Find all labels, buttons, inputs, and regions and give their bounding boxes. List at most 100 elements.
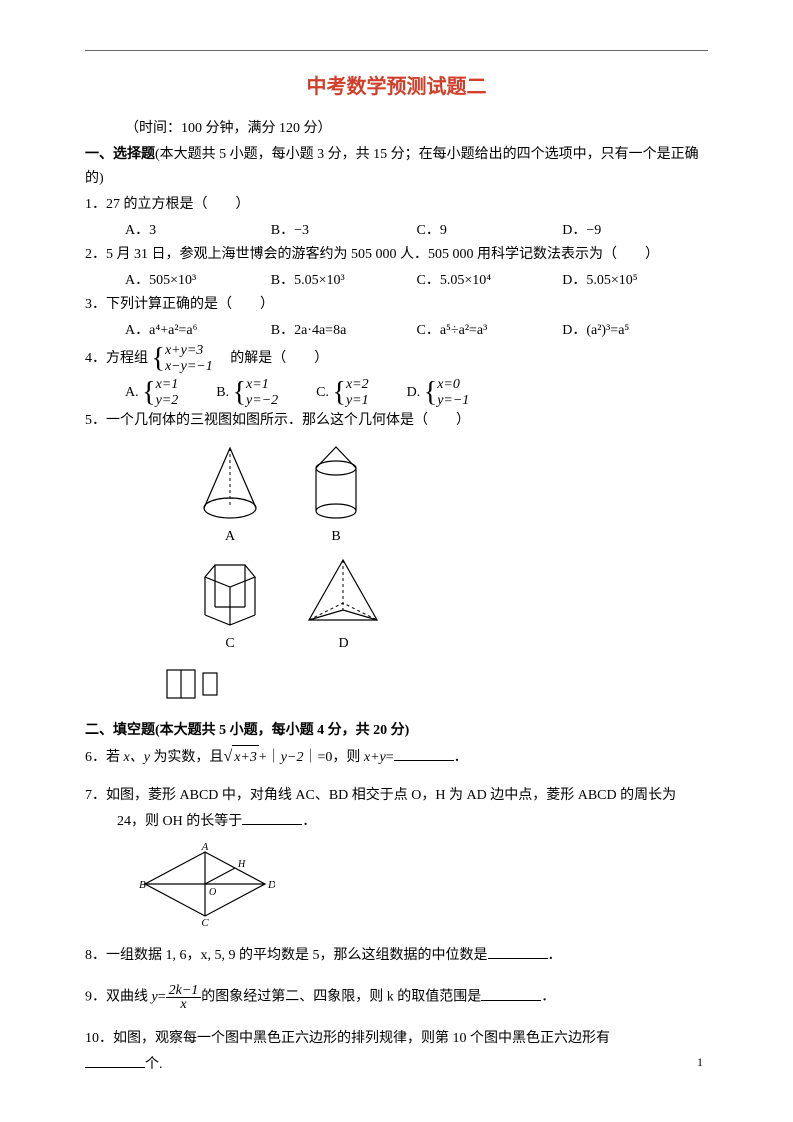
blank-fill <box>394 747 454 761</box>
q9-suffix: 的图象经过第二、四象限，则 k 的取值范围是 <box>201 990 481 1005</box>
q4-stem: 4．方程组 { x+y=3 x−y=−1 的解是（ ） <box>85 343 708 375</box>
sqrt-icon: √x+3 <box>223 745 258 770</box>
q6-prefix: 6．若 <box>85 750 124 765</box>
blank-fill <box>488 945 548 959</box>
rhombus-d: D <box>267 879 275 891</box>
q5-shape-b: B <box>301 443 371 545</box>
q6-xy2: x+y <box>364 750 386 765</box>
section-2-header: 二、填空题(本大题共 5 小题，每小题 4 分，共 20 分) <box>85 719 708 743</box>
prism-icon <box>195 555 265 630</box>
q10-line1: 10．如图，观察每一个图中黑色正六边形的排列规律，则第 10 个图中黑色正六边形… <box>85 1027 708 1051</box>
q5-shapes-row1: A B <box>195 443 708 545</box>
q4-prefix: 4．方程组 <box>85 351 148 366</box>
q4-b-l1: x=1 <box>246 377 278 393</box>
q4-opt-b: B. {x=1y=−2 <box>216 377 278 409</box>
q6-radicand: x+3 <box>232 745 259 770</box>
q6-mid3: ｜=0，则 <box>303 750 363 765</box>
q9-num: 2k−1 <box>166 984 202 998</box>
pyramid-icon <box>301 555 386 630</box>
q4-suffix: 的解是（ ） <box>216 351 328 366</box>
rhombus-c: C <box>201 917 209 927</box>
q4-opt-c: C. {x=2y=1 <box>316 377 368 409</box>
q4-opt-d: D. {x=0y=−1 <box>407 377 470 409</box>
q1-stem: 1．27 的立方根是（ ） <box>85 193 708 217</box>
q3-stem: 3．下列计算正确的是（ ） <box>85 293 708 317</box>
blank-fill <box>242 811 302 825</box>
q4-b-label: B. <box>216 385 229 400</box>
rhombus-a: A <box>201 842 209 853</box>
header-rule <box>85 50 708 51</box>
q9: 9．双曲线 y=2k−1x的图象经过第二、四象限，则 k 的取值范围是． <box>85 984 708 1011</box>
q8-text: 8．一组数据 1, 6，x, 5, 9 的平均数是 5，那么这组数据的中位数是 <box>85 948 488 963</box>
q6: 6．若 x、y 为实数，且√x+3+｜y−2｜=0，则 x+y=． <box>85 745 708 770</box>
q4-d-l1: x=0 <box>437 377 469 393</box>
blank-fill <box>481 987 541 1001</box>
q4-eq1: x+y=3 <box>165 343 213 359</box>
q3-opt-c: C．a⁵÷a²=a³ <box>417 319 563 343</box>
q5-shapes-row2: C D <box>195 555 708 652</box>
q5-label-d: D <box>338 636 348 652</box>
q2-opt-b: B．5.05×10³ <box>271 269 417 293</box>
q2-options: A．505×10³ B．5.05×10³ C．5.05×10⁴ D．5.05×1… <box>125 269 708 293</box>
q3-opt-d: D．(a²)³=a⁵ <box>562 319 708 343</box>
brace-icon: { <box>424 383 437 403</box>
q6-mid1: 为实数，且 <box>150 750 224 765</box>
brace-icon: { <box>233 383 246 403</box>
pyramid-cylinder-icon <box>301 443 371 523</box>
q1-opt-d: D．−9 <box>562 219 708 243</box>
q6-xy: x、y <box>124 750 150 765</box>
q7-l2-text: 24，则 OH 的长等于 <box>117 814 242 829</box>
q2-opt-a: A．505×10³ <box>125 269 271 293</box>
rhombus-b: B <box>139 879 146 891</box>
q10-line2: 个. <box>85 1053 708 1077</box>
q4-a-l2: y=2 <box>156 393 179 409</box>
section-1-label: 一、选择题 <box>85 147 155 162</box>
q5-shape-a: A <box>195 443 265 545</box>
brace-icon: { <box>333 383 346 403</box>
q2-stem: 2．5 月 31 日，参观上海世博会的游客约为 505 000 人．505 00… <box>85 243 708 267</box>
three-views-icon <box>165 668 225 700</box>
rhombus-h: H <box>237 859 246 870</box>
q5-shape-d: D <box>301 555 386 652</box>
q3-options: A．a⁴+a²=a⁶ B．2a·4a=8a C．a⁵÷a²=a³ D．(a²)³… <box>125 319 708 343</box>
q1-opt-a: A．3 <box>125 219 271 243</box>
q4-c-l1: x=2 <box>346 377 369 393</box>
page-title: 中考数学预测试题二 <box>85 70 708 99</box>
q6-abs: y−2 <box>281 750 304 765</box>
q4-eq2: x−y=−1 <box>165 359 213 375</box>
rhombus-diagram: A B C D O H <box>135 842 275 927</box>
q3-opt-a: A．a⁴+a²=a⁶ <box>125 319 271 343</box>
q1-options: A．3 B．−3 C．9 D．−9 <box>125 219 708 243</box>
blank-fill <box>85 1054 145 1068</box>
q9-prefix: 9．双曲线 <box>85 990 152 1005</box>
q2-opt-d: D．5.05×10⁵ <box>562 269 708 293</box>
q6-suffix: = <box>386 750 394 765</box>
rhombus-o: O <box>209 887 216 898</box>
section-2-label: 二、填空题(本大题共 5 小题，每小题 4 分，共 20 分) <box>85 723 409 738</box>
q4-c-l2: y=1 <box>346 393 369 409</box>
q4-a-l1: x=1 <box>156 377 179 393</box>
q8: 8．一组数据 1, 6，x, 5, 9 的平均数是 5，那么这组数据的中位数是． <box>85 944 708 968</box>
section-1-header: 一、选择题(本大题共 5 小题，每小题 3 分，共 15 分；在每小题给出的四个… <box>85 143 708 191</box>
section-1-desc: (本大题共 5 小题，每小题 3 分，共 15 分；在每小题给出的四个选项中，只… <box>85 147 699 186</box>
q5-stem: 5．一个几何体的三视图如图所示．那么这个几何体是（ ） <box>85 409 708 433</box>
q7-line2: 24，则 OH 的长等于． <box>117 810 708 834</box>
q5-label-b: B <box>331 529 340 545</box>
q7-line1: 7．如图，菱形 ABCD 中，对角线 AC、BD 相交于点 O，H 为 AD 边… <box>85 784 708 808</box>
q9-den: x <box>177 998 189 1011</box>
q10-l2-text: 个. <box>145 1057 163 1072</box>
q1-opt-c: C．9 <box>417 219 563 243</box>
q5-label-a: A <box>225 529 235 545</box>
brace-icon: { <box>152 349 165 369</box>
timing-info: （时间：100 分钟，满分 120 分） <box>125 117 708 141</box>
q5-label-c: C <box>225 636 234 652</box>
q6-mid2: +｜ <box>259 750 281 765</box>
q9-fraction: 2k−1x <box>166 984 202 1011</box>
q4-system: { x+y=3 x−y=−1 <box>152 343 213 375</box>
cone-icon <box>195 443 265 523</box>
q1-opt-b: B．−3 <box>271 219 417 243</box>
q4-d-l2: y=−1 <box>437 393 469 409</box>
q4-c-label: C. <box>316 385 329 400</box>
q4-b-l2: y=−2 <box>246 393 278 409</box>
q2-opt-c: C．5.05×10⁴ <box>417 269 563 293</box>
